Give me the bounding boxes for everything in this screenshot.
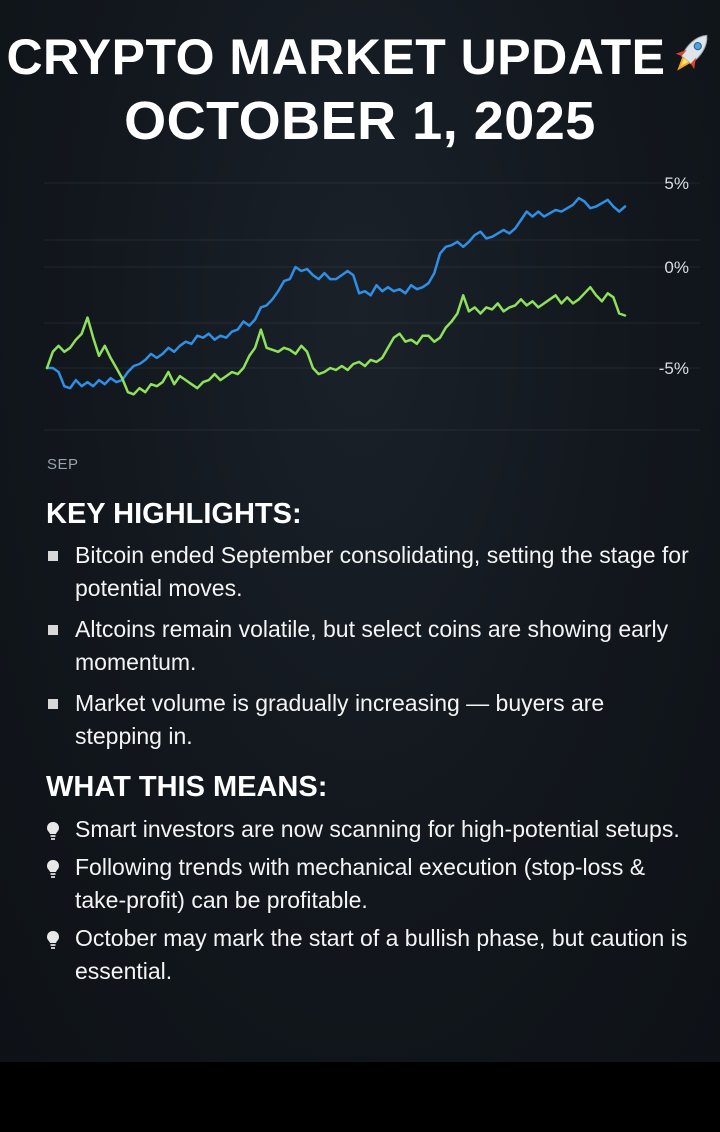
x-axis-label: SEP [47,456,79,473]
what-this-means-list: Smart investors are now scanning for hig… [46,813,696,988]
price-chart: 5% 0% -5% [0,160,720,450]
series-line-green [47,287,625,394]
lightbulb-icon [46,930,60,950]
what-this-means-heading: WHAT THIS MEANS: [46,771,327,804]
list-item: Following trends with mechanical executi… [46,851,696,917]
list-item: Bitcoin ended September consolidating, s… [46,539,696,605]
market-update-card: CRYPTO MARKET UPDATE OCTOBER 1, 2025 5% 0… [0,0,720,1062]
list-item: Market volume is gradually increasing — … [46,687,696,753]
title-line-2: OCTOBER 1, 2025 [0,90,720,152]
y-tick-label: -5% [659,359,689,378]
list-item: Smart investors are now scanning for hig… [46,813,696,846]
lightbulb-icon [46,821,60,841]
y-tick-label: 5% [664,174,689,193]
key-highlights-heading: KEY HIGHLIGHTS: [46,498,302,531]
y-tick-label: 0% [664,258,689,277]
list-item: Altcoins remain volatile, but select coi… [46,613,696,679]
square-bullet-icon [48,551,58,561]
lightbulb-icon [46,859,60,879]
rocket-icon [670,28,714,78]
series-line-blue [47,198,625,388]
key-highlights-list: Bitcoin ended September consolidating, s… [46,539,696,753]
square-bullet-icon [48,699,58,709]
square-bullet-icon [48,625,58,635]
list-item: October may mark the start of a bullish … [46,922,696,988]
title-line-1: CRYPTO MARKET UPDATE [0,28,720,86]
